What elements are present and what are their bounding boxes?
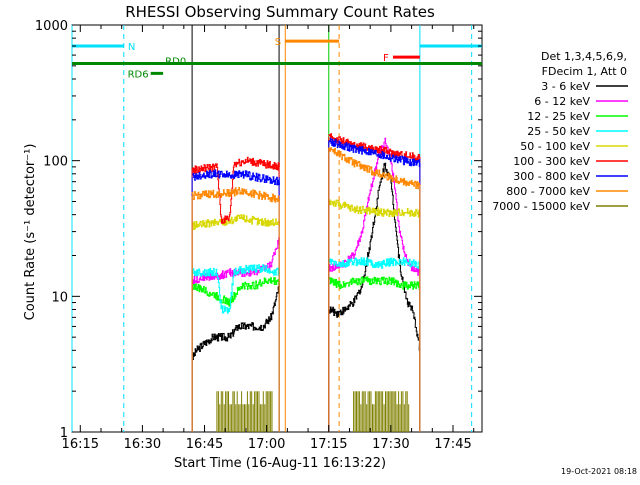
legend-header-2: FDecim 1, Att 0 — [542, 65, 627, 78]
legend-label: 800 - 7000 keV — [506, 185, 590, 198]
series-50-100-kev-seg-1 — [191, 214, 281, 230]
series-3-6-kev-seg-2 — [328, 162, 421, 353]
legend-label: 100 - 300 keV — [513, 155, 590, 168]
flag-label-n: N — [128, 42, 135, 53]
series-800-7000-kev-seg-1 — [191, 187, 281, 203]
x-tick-label: 16:45 — [186, 437, 223, 452]
x-tick-label: 17:15 — [310, 437, 347, 452]
plot-frame — [71, 24, 483, 433]
series-300-800-kev-seg-2 — [328, 137, 421, 167]
series-25-50-kev-seg-2 — [328, 257, 421, 269]
x-tick-label: 16:30 — [124, 437, 161, 452]
x-axis-label: Start Time (16-Aug-11 16:13:22) — [174, 456, 386, 471]
x-tick-label: 17:30 — [372, 437, 409, 452]
series-layer — [191, 133, 422, 432]
series-25-50-kev-seg-1 — [191, 264, 280, 314]
annotation-layer: N S F RD0 RD6 — [72, 37, 482, 80]
series-12-25-kev-seg-1 — [191, 277, 280, 307]
series-12-25-kev-seg-2 — [328, 276, 421, 290]
series-6-12-kev-seg-2 — [328, 137, 421, 276]
series-100-300-kev-seg-1 — [191, 156, 280, 224]
flag-label-s: S — [275, 37, 281, 48]
y-tick-label: 1 — [60, 426, 68, 441]
series-3-6-kev-seg-1 — [192, 284, 280, 361]
series-300-800-kev-seg-1 — [191, 169, 280, 186]
series-800-7000-kev-seg-2 — [328, 147, 422, 190]
x-tick-label: 17:00 — [248, 437, 285, 452]
plot-border — [71, 24, 483, 433]
series-7000-15000-kev-seg-1 — [216, 391, 273, 432]
legend-label: 12 - 25 keV — [527, 110, 590, 123]
flag-label-rd6: RD6 — [128, 69, 149, 80]
legend-label: 6 - 12 keV — [534, 95, 590, 108]
legend-label: 7000 - 15000 keV — [492, 200, 590, 213]
legend-label: 300 - 800 keV — [513, 170, 590, 183]
legend-label: 3 - 6 keV — [541, 80, 590, 93]
series-7000-15000-kev-seg-2 — [353, 391, 410, 432]
y-tick-label: 1000 — [35, 19, 68, 34]
flag-label-f: F — [383, 53, 389, 64]
legend-label: 25 - 50 keV — [527, 125, 590, 138]
flag-label-rd0: RD0 — [165, 57, 186, 68]
legend-header-1: Det 1,3,4,5,6,9, — [541, 50, 627, 63]
series-50-100-kev-seg-2 — [328, 199, 421, 218]
y-tick-label: 10 — [51, 290, 68, 305]
x-tick-label: 17:45 — [434, 437, 471, 452]
x-tick-label: 16:15 — [62, 437, 99, 452]
vertical-markers — [71, 25, 473, 432]
series-6-12-kev-seg-1 — [191, 237, 280, 285]
chart-title: RHESSI Observing Summary Count Rates — [125, 3, 435, 21]
axis-layer: 16:15 16:30 16:45 17:00 17:15 17:30 17:45 1 10 10… — [35, 19, 482, 452]
legend-label: 50 - 100 keV — [520, 140, 590, 153]
legend-items: 3 - 6 keV 6 - 12 keV 12 - 25 keV 25 - 50 ke… — [492, 80, 628, 213]
legend: Det 1,3,4,5,6,9, FDecim 1, Att 0 3 - 6 k… — [492, 50, 628, 213]
y-axis-label: Count Rate (s⁻¹ detector⁻¹) — [23, 144, 38, 321]
timestamp: 19-Oct-2021 08:18 — [561, 467, 637, 476]
y-tick-label: 100 — [43, 155, 68, 170]
